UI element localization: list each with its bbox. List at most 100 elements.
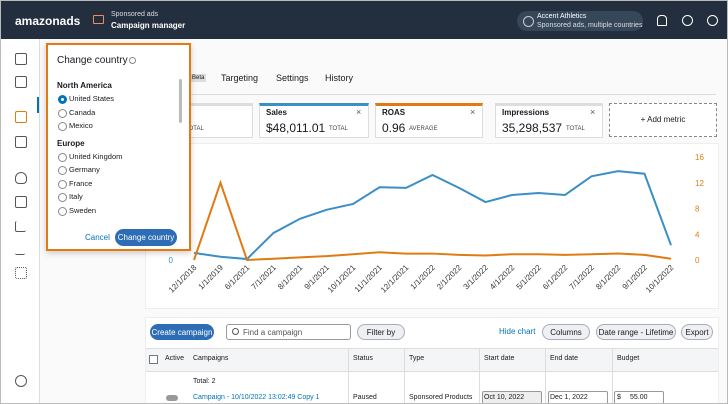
country-option[interactable]: United States [69, 94, 115, 103]
country-option[interactable]: Italy [69, 192, 83, 201]
metric-card[interactable]: Sales × $48,011.01 TOTAL [259, 103, 369, 138]
column-header[interactable]: Budget [617, 355, 640, 362]
y2-tick-label: 8 [695, 205, 700, 214]
search-box[interactable]: Find a campaign [226, 324, 351, 340]
close-icon[interactable]: × [470, 107, 476, 117]
radio-button[interactable] [58, 193, 67, 202]
x-tick-label: 7/1/2021 [250, 263, 279, 292]
close-icon[interactable]: × [590, 107, 596, 117]
radio-button[interactable] [58, 122, 67, 131]
nav-icon[interactable] [15, 196, 27, 208]
tab[interactable]: History [325, 73, 354, 83]
metric-card[interactable]: Impressions × 35,298,537 TOTAL [495, 103, 603, 138]
column-header[interactable]: Active [165, 355, 185, 362]
tab[interactable]: Targeting [221, 73, 259, 83]
column-divider [545, 348, 546, 403]
y2-tick-label: 0 [695, 256, 700, 265]
metric-card[interactable]: ROAS × 0.96 AVERAGE [375, 103, 483, 138]
table-header [146, 348, 718, 372]
scrollbar [179, 79, 182, 123]
settings-icon[interactable] [15, 375, 27, 387]
close-icon[interactable]: × [356, 107, 362, 117]
info-icon [129, 57, 136, 64]
tab-bar: Beta Targeting Settings History [146, 61, 716, 95]
x-tick-label: 5/1/2022 [515, 263, 544, 292]
date-range-button[interactable]: Date range - Lifetime [596, 324, 676, 340]
series-line [193, 170, 672, 261]
column-header[interactable]: End date [550, 355, 579, 362]
metric-name: Sales [266, 108, 287, 117]
date-input [482, 391, 542, 403]
x-tick-label: 7/1/2022 [568, 263, 597, 292]
logo[interactable]: amazonads [15, 14, 81, 28]
metric-name: Impressions [502, 108, 550, 117]
globe-icon [523, 16, 534, 27]
x-tick-label: 2/1/2022 [435, 263, 464, 292]
tab[interactable]: Settings [276, 73, 309, 83]
total-count: Total: 2 [193, 378, 216, 385]
nav-icon[interactable] [15, 221, 26, 232]
user-icon[interactable] [707, 15, 718, 26]
x-tick-label: 10/1/2021 [326, 263, 358, 295]
budget-input [614, 391, 664, 403]
table-cell: Oct 10, 2022 [484, 394, 525, 401]
add-metric-button[interactable]: + Add metric [609, 103, 717, 137]
campaign-link[interactable]: Campaign - 10/10/2022 13:02:49 Copy 1 [193, 394, 320, 401]
table-cell: Sponsored Products [409, 394, 473, 401]
filter-button[interactable]: Filter by [357, 324, 405, 340]
radio-button[interactable] [58, 152, 67, 162]
column-header[interactable]: Type [409, 355, 425, 362]
country-option[interactable]: United Kingdom [69, 151, 123, 161]
metric-value: 35,298,537 [502, 121, 563, 135]
country-option[interactable]: France [69, 178, 93, 188]
create-campaign-button[interactable]: Create campaign [150, 324, 214, 340]
nav-icon[interactable] [15, 267, 27, 279]
nav-icon[interactable] [15, 76, 27, 88]
x-tick-label: 4/1/2022 [488, 263, 517, 292]
column-header[interactable]: Start date [484, 355, 515, 362]
nav-icon[interactable] [15, 111, 27, 123]
x-tick-label: 12/1/2021 [379, 263, 411, 295]
columns-button[interactable]: Columns [542, 324, 590, 340]
region-label: North America [57, 81, 112, 90]
series-line [193, 179, 672, 262]
nav-icon[interactable] [15, 136, 27, 148]
product-name: Sponsored ads [111, 11, 159, 18]
x-tick-label: 10/1/2022 [644, 263, 676, 295]
country-option[interactable]: Canada [69, 107, 96, 117]
nav-icon[interactable] [15, 172, 27, 184]
metric-unit: AVERAGE [409, 126, 438, 132]
nav-icon[interactable] [15, 53, 27, 65]
radio-button[interactable] [58, 108, 67, 118]
nav-icon[interactable] [15, 244, 25, 255]
export-button[interactable]: Export [681, 324, 713, 340]
campaign-panel: Create campaign Find a campaign Filter b… [145, 317, 719, 403]
account-switcher[interactable] [517, 11, 643, 31]
radio-button[interactable] [58, 166, 67, 175]
change-country-button[interactable]: Change country [115, 229, 177, 246]
country-option[interactable]: Sweden [69, 205, 97, 215]
column-header[interactable]: Status [353, 355, 373, 362]
y2-tick-label: 16 [695, 153, 704, 162]
select-all-checkbox[interactable] [149, 355, 158, 364]
active-toggle[interactable] [166, 395, 178, 401]
date-input [548, 391, 608, 403]
country-option[interactable]: Mexico [69, 121, 93, 130]
help-icon[interactable] [682, 15, 693, 26]
radio-button[interactable] [58, 95, 67, 104]
metric-unit: TOTAL [329, 126, 348, 132]
table-cell: 55.00 [630, 394, 648, 401]
metric-unit: TOTAL [566, 126, 585, 132]
column-header[interactable]: Campaigns [193, 355, 229, 362]
bell-icon[interactable] [657, 15, 667, 26]
table-cell: $ [617, 394, 621, 401]
radio-button[interactable] [58, 206, 67, 216]
radio-button[interactable] [58, 179, 67, 189]
search-icon [232, 328, 239, 335]
metric-name: ROAS [382, 108, 406, 117]
hide-chart-link[interactable]: Hide chart [499, 327, 536, 336]
country-option[interactable]: Germany [69, 165, 100, 174]
cancel-link[interactable]: Cancel [85, 233, 110, 242]
metric-value: 0.96 [382, 121, 406, 135]
